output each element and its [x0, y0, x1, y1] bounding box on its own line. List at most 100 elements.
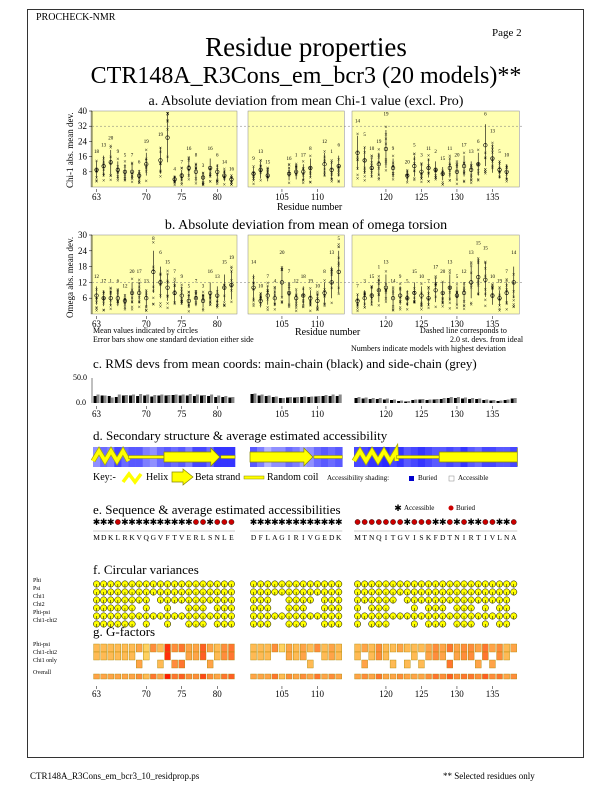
model-point-marker: ×	[427, 180, 430, 186]
gfactor-square	[496, 673, 503, 680]
model-point-marker: ×	[505, 279, 508, 285]
model-point-marker: ×	[145, 309, 148, 315]
gfactor-row-label: Chi1 only	[33, 658, 57, 664]
main-chain-bar	[278, 398, 282, 403]
model-point-marker: ×	[216, 305, 219, 311]
highest-model-label: 3	[166, 113, 169, 118]
mean-circle	[186, 298, 191, 303]
residue-letter: V	[490, 533, 496, 542]
gfactor-square	[143, 673, 150, 680]
highest-model-label: 20	[108, 137, 114, 142]
side-chain-bar	[174, 394, 178, 403]
gfactor-square	[361, 643, 368, 653]
model-point-marker: ×	[201, 290, 204, 296]
key-strand-label: Beta strand	[195, 472, 241, 483]
highest-model-label: 12	[322, 140, 328, 145]
gfactor-square	[411, 673, 418, 680]
model-point-marker: ×	[259, 178, 262, 184]
model-point-marker: ×	[469, 302, 472, 308]
mean-circle	[251, 171, 256, 176]
mean-circle	[137, 290, 142, 296]
gfactor-square	[475, 659, 482, 669]
model-point-marker: ×	[413, 178, 416, 184]
buried-residue-dot	[214, 519, 221, 525]
model-point-marker: ×	[208, 179, 211, 185]
mean-circle	[129, 290, 135, 296]
panel-c-xtick-label: 120	[379, 409, 393, 419]
panel-g-title: g. G-factors	[93, 624, 156, 639]
accessible-residue-star: ✱	[271, 517, 279, 527]
model-point-marker: ×	[455, 182, 458, 188]
model-point-marker: ×	[484, 167, 487, 173]
buried-residue-dot	[228, 519, 235, 525]
mean-circle	[265, 173, 270, 178]
gfactor-square	[503, 643, 510, 653]
mean-circle	[426, 296, 431, 301]
residue-letter: E	[229, 533, 234, 542]
highest-model-label: 7	[356, 284, 359, 289]
model-point-marker: ×	[302, 159, 305, 165]
gfactor-square	[460, 643, 468, 653]
main-chain-bar	[496, 401, 500, 403]
side-chain-bar	[456, 397, 460, 403]
model-point-marker: ×	[109, 303, 112, 309]
model-point-marker: ×	[130, 161, 133, 167]
model-point-marker: ×	[201, 181, 204, 187]
residue-letter: D	[251, 533, 257, 542]
highest-model-label: 13	[469, 150, 475, 155]
model-point-marker: ×	[512, 298, 515, 304]
model-point-marker: ×	[95, 306, 98, 312]
mean-circle	[108, 160, 113, 165]
side-chain-bar	[203, 395, 206, 403]
model-point-marker: ×	[484, 172, 487, 178]
model-point-marker: ×	[484, 168, 487, 174]
model-point-marker: ×	[302, 178, 305, 184]
highest-model-label: 3	[420, 154, 423, 159]
model-point-marker: ×	[337, 180, 340, 186]
gfactor-square	[496, 643, 503, 653]
model-point-marker: ×	[223, 304, 226, 310]
model-point-marker: ×	[330, 177, 333, 183]
model-point-marker: ×	[448, 306, 451, 312]
model-point-marker: ×	[173, 181, 176, 187]
residue-letter: F	[165, 533, 169, 542]
model-point-marker: ×	[448, 179, 451, 185]
model-point-marker: ×	[377, 173, 380, 179]
model-point-marker: ×	[252, 302, 255, 308]
highest-model-label: 5	[456, 275, 459, 280]
model-point-marker: ×	[505, 177, 508, 183]
side-chain-bar	[400, 400, 404, 403]
model-point-marker: ×	[223, 300, 226, 306]
model-point-marker: ×	[123, 308, 126, 314]
mean-circle	[172, 177, 177, 182]
highest-model-label: 16	[229, 167, 235, 172]
panel-b-xtick-label: 63	[92, 319, 102, 329]
main-chain-bar	[418, 399, 422, 403]
mean-circle	[398, 293, 403, 298]
side-chain-bar	[310, 396, 314, 403]
gfactor-square	[114, 651, 122, 661]
model-point-marker: ×	[201, 183, 204, 189]
mean-circle	[179, 173, 184, 178]
residue-letter: L	[222, 533, 227, 542]
model-point-marker: ×	[316, 305, 319, 311]
model-point-marker: ×	[216, 178, 219, 184]
mean-circle	[362, 296, 367, 301]
main-chain-bar	[439, 399, 443, 403]
gfactor-square	[164, 643, 171, 653]
mean-circle	[461, 164, 467, 169]
gfactor-square	[93, 651, 100, 661]
residue-letter: T	[391, 533, 396, 542]
gfactor-square	[389, 659, 397, 669]
gfactor-square	[206, 643, 214, 653]
accessible-residue-star: ✱	[503, 517, 511, 527]
gfactor-square	[439, 673, 446, 680]
gfactor-square	[164, 673, 171, 680]
side-chain-bar	[506, 399, 510, 403]
residue-letter: L	[116, 533, 121, 542]
program-name: PROCHECK-NMR	[36, 12, 116, 23]
panel-b-xlabel: Residue number	[295, 327, 361, 338]
highest-model-label: 13	[490, 130, 496, 135]
accessible-residue-star: ✱	[403, 517, 411, 527]
main-chain-bar	[321, 396, 325, 403]
